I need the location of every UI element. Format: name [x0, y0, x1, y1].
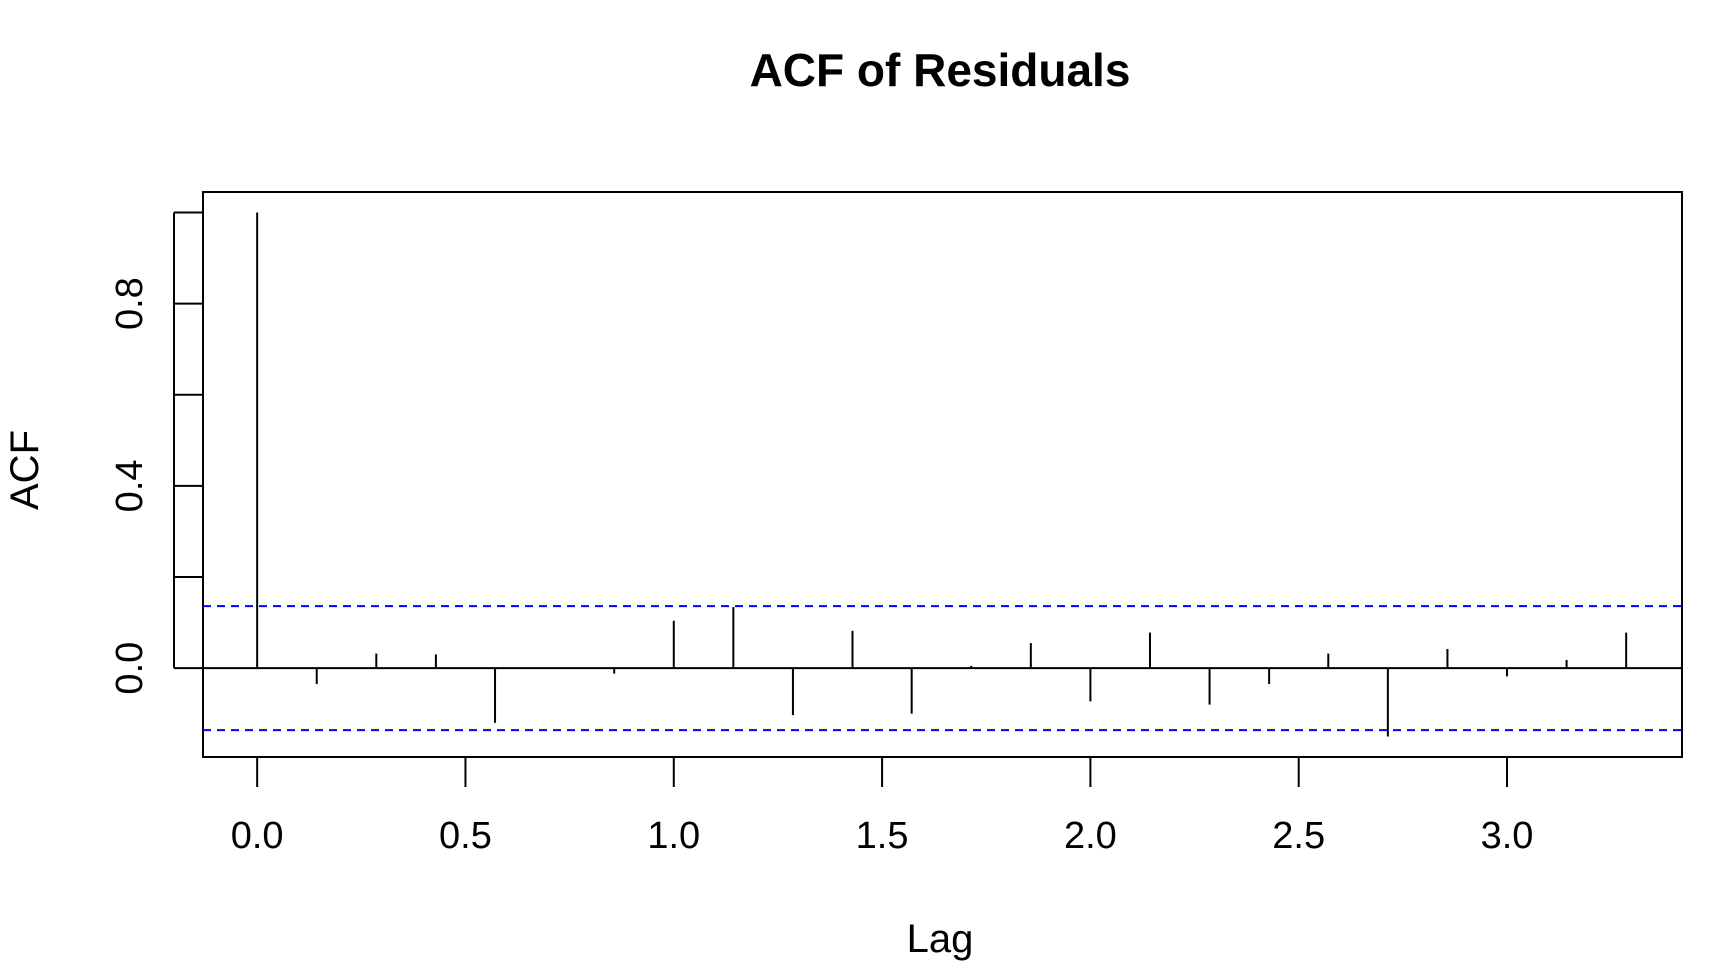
x-tick-label: 0.5: [439, 815, 492, 857]
x-axis-title: Lag: [907, 917, 974, 961]
y-tick-label: 0.8: [109, 277, 151, 330]
y-axis-title: ACF: [3, 430, 47, 510]
y-tick-label: 0.0: [109, 642, 151, 695]
x-tick-label: 0.0: [231, 815, 284, 857]
x-tick-label: 2.5: [1272, 815, 1325, 857]
x-tick-label: 1.5: [856, 815, 909, 857]
x-tick-label: 2.0: [1064, 815, 1117, 857]
y-tick-label: 0.4: [109, 459, 151, 512]
plot-area: 0.0 0.5 1.0 1.5 2.0 2.5 3.0 0.0 0.4 0.8: [109, 191, 1683, 857]
x-tick-label: 3.0: [1481, 815, 1534, 857]
plot-frame: [202, 191, 1683, 758]
chart-title: ACF of Residuals: [750, 44, 1131, 96]
x-tick-label: 1.0: [647, 815, 700, 857]
